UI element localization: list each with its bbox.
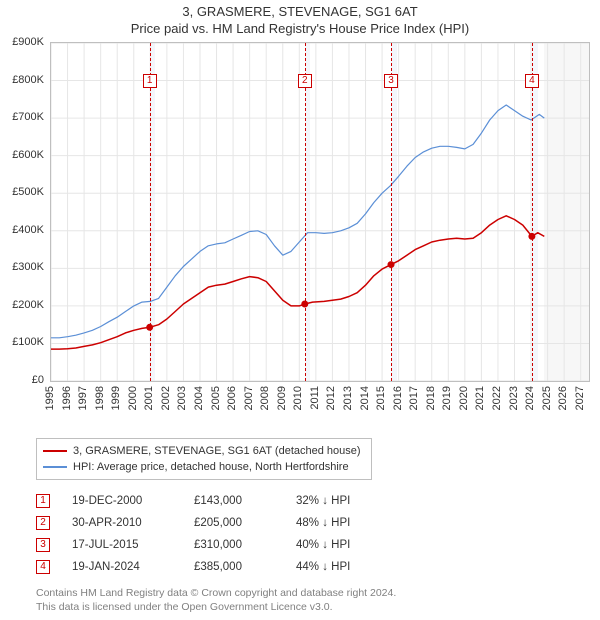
table-row: 4 19-JAN-2024 £385,000 44% ↓ HPI xyxy=(36,556,600,578)
sale-date: 19-JAN-2024 xyxy=(72,561,172,573)
event-line xyxy=(532,43,533,381)
event-marker: 4 xyxy=(36,560,50,574)
sale-date: 19-DEC-2000 xyxy=(72,495,172,507)
legend-swatch xyxy=(43,466,67,468)
sale-pct: 32% ↓ HPI xyxy=(296,495,386,507)
x-tick-label: 2024 xyxy=(524,386,536,410)
x-tick-label: 2021 xyxy=(474,386,486,410)
event-marker: 1 xyxy=(143,74,157,88)
sales-table: 1 19-DEC-2000 £143,000 32% ↓ HPI 2 30-APR-201… xyxy=(36,490,600,578)
y-tick-label: £900K xyxy=(12,36,44,48)
x-tick-label: 2009 xyxy=(276,386,288,410)
legend-row: 3, GRASMERE, STEVENAGE, SG1 6AT (detache… xyxy=(43,443,361,459)
titles: 3, GRASMERE, STEVENAGE, SG1 6AT Price pa… xyxy=(0,0,600,36)
x-tick-label: 2025 xyxy=(541,386,553,410)
x-tick-label: 2004 xyxy=(193,386,205,410)
table-row: 1 19-DEC-2000 £143,000 32% ↓ HPI xyxy=(36,490,600,512)
x-tick-label: 2017 xyxy=(408,386,420,410)
x-tick-label: 2014 xyxy=(359,386,371,410)
legend-label: HPI: Average price, detached house, Nort… xyxy=(73,461,349,473)
sale-price: £310,000 xyxy=(194,539,274,551)
x-tick-label: 2008 xyxy=(259,386,271,410)
x-tick-label: 2005 xyxy=(210,386,222,410)
event-marker: 1 xyxy=(36,494,50,508)
x-tick-label: 2022 xyxy=(491,386,503,410)
legend-label: 3, GRASMERE, STEVENAGE, SG1 6AT (detache… xyxy=(73,445,361,457)
chart-area: £0 £100K £200K £300K £400K £500K £600K £700K £80… xyxy=(0,42,600,432)
title-address: 3, GRASMERE, STEVENAGE, SG1 6AT xyxy=(0,4,600,19)
y-axis-labels: £0£100K£200K£300K£400K£500K£600K£700K£80… xyxy=(0,42,48,382)
event-line xyxy=(305,43,306,381)
legend-box: 3, GRASMERE, STEVENAGE, SG1 6AT (detache… xyxy=(36,438,372,480)
event-marker: 3 xyxy=(36,538,50,552)
sale-price: £143,000 xyxy=(194,495,274,507)
y-tick-label: £500K xyxy=(12,186,44,198)
x-tick-label: 2013 xyxy=(342,386,354,410)
footer-line: Contains HM Land Registry data © Crown c… xyxy=(36,586,600,600)
x-tick-label: 2011 xyxy=(309,386,321,410)
table-row: 2 30-APR-2010 £205,000 48% ↓ HPI xyxy=(36,512,600,534)
x-tick-label: 2007 xyxy=(243,386,255,410)
x-tick-label: 2010 xyxy=(292,386,304,410)
event-marker: 3 xyxy=(384,74,398,88)
x-tick-label: 2003 xyxy=(176,386,188,410)
sale-pct: 44% ↓ HPI xyxy=(296,561,386,573)
y-tick-label: £800K xyxy=(12,74,44,86)
y-tick-label: £400K xyxy=(12,224,44,236)
footer-attribution: Contains HM Land Registry data © Crown c… xyxy=(36,586,600,614)
plot-region: 1 2 3 4 xyxy=(50,42,590,382)
footer-line: This data is licensed under the Open Gov… xyxy=(36,600,600,614)
x-tick-label: 2023 xyxy=(508,386,520,410)
y-tick-label: £600K xyxy=(12,149,44,161)
x-tick-label: 2001 xyxy=(143,386,155,410)
sale-date: 17-JUL-2015 xyxy=(72,539,172,551)
x-tick-label: 2020 xyxy=(458,386,470,410)
sale-price: £205,000 xyxy=(194,517,274,529)
x-tick-label: 1997 xyxy=(77,386,89,410)
x-tick-label: 2018 xyxy=(425,386,437,410)
x-tick-label: 2019 xyxy=(441,386,453,410)
x-tick-label: 2015 xyxy=(375,386,387,410)
legend-swatch xyxy=(43,450,67,452)
y-tick-label: £300K xyxy=(12,261,44,273)
y-tick-label: £100K xyxy=(12,336,44,348)
plot-svg xyxy=(51,43,589,381)
legend-row: HPI: Average price, detached house, Nort… xyxy=(43,459,361,475)
event-marker: 2 xyxy=(36,516,50,530)
sale-pct: 48% ↓ HPI xyxy=(296,517,386,529)
x-tick-label: 2026 xyxy=(557,386,569,410)
title-subtitle: Price paid vs. HM Land Registry's House … xyxy=(0,21,600,36)
y-tick-label: £0 xyxy=(32,374,44,386)
chart-container: 3, GRASMERE, STEVENAGE, SG1 6AT Price pa… xyxy=(0,0,600,620)
event-marker: 4 xyxy=(525,74,539,88)
y-tick-label: £700K xyxy=(12,111,44,123)
sale-date: 30-APR-2010 xyxy=(72,517,172,529)
x-tick-label: 2012 xyxy=(325,386,337,410)
table-row: 3 17-JUL-2015 £310,000 40% ↓ HPI xyxy=(36,534,600,556)
x-tick-label: 2000 xyxy=(127,386,139,410)
x-tick-label: 1996 xyxy=(61,386,73,410)
event-marker: 2 xyxy=(298,74,312,88)
x-tick-label: 2016 xyxy=(392,386,404,410)
x-tick-label: 1995 xyxy=(44,386,56,410)
event-line xyxy=(150,43,151,381)
x-tick-label: 2006 xyxy=(226,386,238,410)
x-tick-label: 1998 xyxy=(94,386,106,410)
x-tick-label: 2002 xyxy=(160,386,172,410)
x-tick-label: 2027 xyxy=(574,386,586,410)
x-axis-labels: 1995199619971998199920002001200220032004… xyxy=(50,386,590,432)
y-tick-label: £200K xyxy=(12,299,44,311)
sale-price: £385,000 xyxy=(194,561,274,573)
x-tick-label: 1999 xyxy=(110,386,122,410)
sale-pct: 40% ↓ HPI xyxy=(296,539,386,551)
event-line xyxy=(391,43,392,381)
